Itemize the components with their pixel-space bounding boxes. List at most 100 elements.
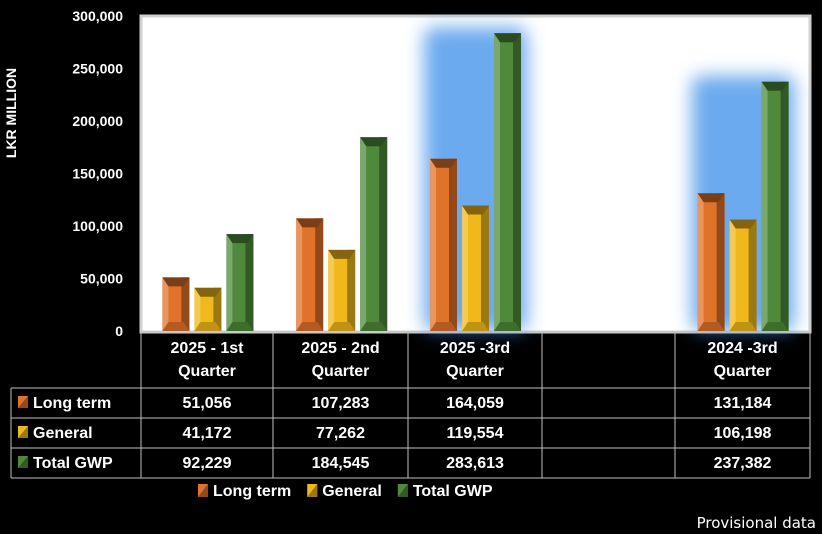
bar-bottom-bevel <box>328 322 356 331</box>
bar-left-bevel <box>226 234 233 331</box>
table-series-name: General <box>33 425 93 442</box>
table-legend-key-shade <box>18 426 28 438</box>
bar-bottom-bevel <box>162 322 190 331</box>
bar-bottom-bevel <box>462 322 489 331</box>
table-legend-key-shade <box>18 456 28 468</box>
bar-left-bevel <box>697 193 704 331</box>
bar <box>729 219 757 331</box>
bar-top-bevel <box>462 205 489 215</box>
bar-top-bevel <box>761 81 789 91</box>
legend-label: Total GWP <box>413 483 493 500</box>
provisional-note: Provisional data <box>696 514 816 532</box>
bar-right-bevel <box>780 81 789 331</box>
bar <box>360 137 388 331</box>
bar-top-bevel <box>226 234 254 244</box>
bar-right-bevel <box>181 277 190 331</box>
x-tick-label: 2024 -3rd <box>707 340 777 357</box>
bar-top-bevel <box>697 193 725 203</box>
data-label: 283,613 <box>446 455 504 472</box>
y-tick-label: 200,000 <box>72 113 123 129</box>
y-ticks: 300,000 250,000 200,000 150,000 100,000 50,00… <box>72 8 123 339</box>
x-tick-label: Quarter <box>446 363 504 380</box>
bar-left-bevel <box>194 287 201 331</box>
bar-left-bevel <box>328 249 335 331</box>
y-tick-label: 300,000 <box>72 8 123 24</box>
data-label: 184,545 <box>312 455 370 472</box>
bar-right-bevel <box>748 219 757 331</box>
bar-top-bevel <box>360 137 388 147</box>
bar-bottom-bevel <box>430 322 457 331</box>
legend-label: General <box>322 483 382 500</box>
data-label: 131,184 <box>714 395 772 412</box>
bar-bottom-bevel <box>360 322 388 331</box>
legend-swatch-shade <box>198 484 208 497</box>
bar-top-bevel <box>328 249 356 259</box>
legend-label: Long term <box>213 483 291 500</box>
bar-right-bevel <box>379 137 388 331</box>
bar-right-bevel <box>481 205 489 331</box>
bar-left-bevel <box>360 137 367 331</box>
bar-right-bevel <box>449 158 457 331</box>
y-tick-label: 150,000 <box>72 166 123 182</box>
bar-top-bevel <box>162 277 190 287</box>
x-tick-label: Quarter <box>312 363 370 380</box>
table-series-name: Long term <box>33 395 111 412</box>
bar <box>761 81 789 331</box>
legend-swatch-shade <box>307 484 318 497</box>
bar-left-bevel <box>296 218 303 331</box>
y-axis-label: LKR MILLION <box>3 68 19 158</box>
data-label: 107,283 <box>312 395 370 412</box>
y-tick-label: 250,000 <box>72 61 123 77</box>
bar-top-bevel <box>494 33 521 43</box>
x-tick-label: 2025 - 2nd <box>301 340 379 357</box>
table-series-name: Total GWP <box>33 455 113 472</box>
bar-bottom-bevel <box>494 322 521 331</box>
bar-bottom-bevel <box>226 322 254 331</box>
bar-left-bevel <box>462 205 468 331</box>
x-tick-label: Quarter <box>178 363 236 380</box>
data-label: 92,229 <box>183 455 232 472</box>
bar-bottom-bevel <box>194 322 222 331</box>
bar-right-bevel <box>315 218 324 331</box>
bar-right-bevel <box>213 287 222 331</box>
bar-right-bevel <box>347 249 356 331</box>
bar <box>462 205 489 331</box>
data-label: 119,554 <box>447 425 504 442</box>
data-label: 41,172 <box>183 425 232 442</box>
bar-right-bevel <box>513 33 521 331</box>
bar-left-bevel <box>430 158 436 331</box>
bar-left-bevel <box>162 277 169 331</box>
x-tick-label: 2025 - 1st <box>171 340 245 357</box>
bar-bottom-bevel <box>697 322 725 331</box>
x-tick-label: 2025 -3rd <box>440 340 510 357</box>
y-tick-label: 50,000 <box>80 271 123 287</box>
bar-bottom-bevel <box>761 322 789 331</box>
x-tick-label: Quarter <box>714 363 772 380</box>
bar-left-bevel <box>494 33 500 331</box>
data-table: 2025 - 1st Quarter 2025 - 2nd Quarter 2025 -… <box>10 331 811 479</box>
legend: Long term General Total GWP <box>198 483 493 500</box>
bar <box>162 277 190 331</box>
bar <box>494 33 521 331</box>
table-legend-key-shade <box>18 396 28 408</box>
data-label: 164,059 <box>446 395 504 412</box>
bar-top-bevel <box>729 219 757 229</box>
y-tick-label: 0 <box>115 323 123 339</box>
bar-bottom-bevel <box>729 322 757 331</box>
bar-top-bevel <box>194 287 222 297</box>
data-label: 77,262 <box>316 425 365 442</box>
bar-top-bevel <box>430 158 457 168</box>
bar-top-bevel <box>296 218 324 228</box>
bar <box>296 218 324 331</box>
bar <box>226 234 254 331</box>
data-label: 106,198 <box>714 425 772 442</box>
bar <box>328 249 356 331</box>
bar <box>430 158 457 331</box>
bar-right-bevel <box>716 193 725 331</box>
bars <box>162 33 789 331</box>
bar <box>194 287 222 331</box>
bar-left-bevel <box>761 81 768 331</box>
y-tick-label: 100,000 <box>72 218 123 234</box>
bar-right-bevel <box>245 234 254 331</box>
